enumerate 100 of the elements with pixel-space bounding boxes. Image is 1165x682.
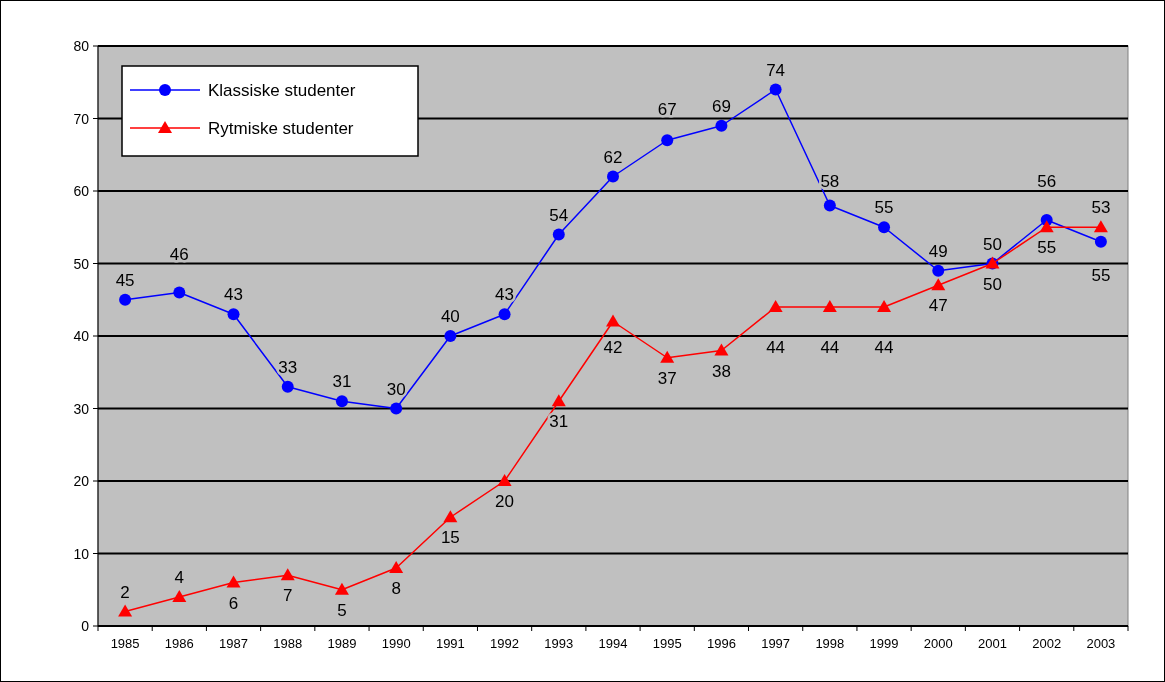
data-label: 33 [278, 357, 298, 377]
point [607, 170, 619, 183]
data-label: 50 [983, 234, 1002, 254]
x-tick-label: 1994 [598, 636, 628, 651]
y-tick-label: 70 [73, 110, 90, 127]
data-label: 50 [983, 274, 1002, 294]
data-label: 55 [1037, 238, 1057, 258]
y-tick-label: 60 [73, 183, 90, 199]
x-tick-label: 1993 [544, 636, 574, 651]
point [932, 264, 945, 277]
data-label: 58 [820, 172, 840, 191]
point [606, 314, 620, 327]
point [822, 300, 837, 312]
x-tick-label: 1990 [381, 636, 411, 651]
point [443, 510, 458, 523]
point [1039, 220, 1054, 233]
point [768, 300, 783, 312]
point [334, 582, 349, 595]
data-label: 43 [224, 285, 243, 305]
data-label: 2 [120, 582, 130, 602]
point [335, 395, 348, 408]
data-label: 30 [386, 379, 406, 399]
data-label: 49 [928, 241, 948, 261]
point [280, 568, 295, 581]
data-label: 62 [603, 147, 623, 167]
y-tick-label: 50 [73, 255, 90, 272]
data-label: 43 [495, 285, 515, 305]
x-tick-label: 2002 [1032, 636, 1062, 651]
x-tick-label: 2000 [923, 636, 953, 651]
data-label: 56 [1037, 172, 1057, 191]
point [823, 199, 836, 212]
data-label: 47 [928, 296, 948, 316]
point [715, 119, 728, 132]
point [118, 604, 133, 617]
y-tick-label: 40 [73, 328, 90, 344]
point [769, 83, 782, 96]
data-label: 53 [1091, 198, 1111, 218]
data-label: 31 [332, 372, 352, 392]
x-tick-label: 1985 [110, 636, 140, 651]
data-label: 46 [169, 244, 189, 264]
x-tick-label: 1995 [652, 636, 682, 651]
data-label: 45 [115, 270, 135, 290]
y-tick-label: 30 [73, 400, 90, 417]
y-tick-label: 80 [73, 38, 90, 54]
data-label: 5 [337, 600, 347, 620]
data-label: 38 [711, 361, 731, 381]
data-label: 69 [711, 96, 731, 116]
data-label: 55 [874, 198, 894, 218]
x-tick-label: 1996 [706, 636, 736, 651]
point [227, 308, 240, 321]
point [1093, 220, 1108, 233]
point [172, 590, 187, 602]
x-tick-label: 1998 [815, 636, 845, 651]
legend-label: Rytmiske studenter [208, 119, 354, 138]
data-label: 31 [549, 412, 569, 432]
x-tick-label: 1997 [761, 636, 791, 651]
point [173, 286, 186, 299]
data-label: 8 [391, 579, 401, 598]
data-label: 6 [228, 593, 239, 613]
data-label: 7 [283, 586, 293, 606]
point [119, 293, 132, 306]
point [498, 308, 511, 321]
x-tick-label: 1992 [490, 636, 520, 651]
x-tick-label: 1999 [869, 636, 899, 651]
point [226, 575, 241, 588]
point [1094, 235, 1107, 248]
point [281, 380, 294, 393]
data-label: 44 [820, 338, 840, 357]
data-label: 55 [1091, 265, 1111, 285]
y-tick-label: 10 [73, 545, 90, 562]
data-label: 20 [495, 492, 515, 511]
x-tick-label: 1991 [435, 636, 465, 651]
point [931, 278, 946, 291]
point [661, 134, 674, 147]
x-tick-label: 1989 [327, 636, 357, 651]
data-label: 4 [174, 568, 185, 587]
y-tick-label: 0 [81, 618, 90, 634]
point [390, 402, 403, 415]
point [878, 221, 891, 234]
point [714, 343, 729, 356]
x-tick-label: 1987 [219, 636, 248, 651]
point [552, 228, 565, 241]
data-label: 44 [874, 338, 894, 357]
legend-label: Klassiske studenter [208, 81, 356, 100]
data-label: 74 [766, 60, 786, 80]
data-label: 44 [766, 338, 786, 357]
x-tick-label: 2001 [978, 636, 1007, 651]
y-tick-label: 20 [73, 473, 90, 489]
x-tick-label: 2003 [1086, 636, 1116, 651]
data-label: 40 [440, 307, 460, 326]
data-label: 37 [657, 368, 677, 388]
point [660, 350, 675, 363]
data-label: 42 [603, 338, 623, 357]
x-tick-label: 1986 [164, 636, 194, 651]
data-label: 15 [440, 528, 460, 548]
point [497, 474, 512, 486]
data-label: 67 [657, 99, 677, 119]
point [877, 300, 892, 312]
data-label: 54 [549, 205, 569, 225]
x-tick-label: 1988 [273, 636, 303, 651]
